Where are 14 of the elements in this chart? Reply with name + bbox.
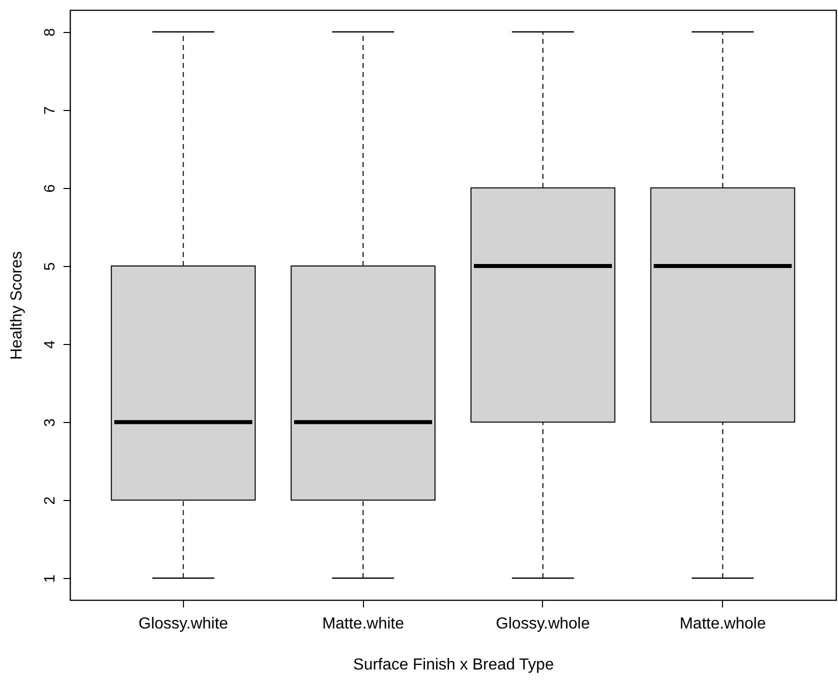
x-tick-label: Glossy.whole (496, 616, 590, 632)
y-tick-label: 5 (42, 262, 58, 271)
x-tick-label: Glossy.white (138, 616, 228, 632)
y-tick-label: 4 (42, 340, 58, 349)
y-tick-label: 2 (42, 496, 58, 505)
y-tick-label: 1 (42, 574, 58, 583)
y-tick-label: 8 (42, 28, 58, 37)
x-tick-label: Matte.white (322, 616, 404, 632)
x-axis-title: Surface Finish x Bread Type (353, 656, 554, 674)
y-tick-label: 6 (42, 184, 58, 193)
y-tick-label: 7 (42, 106, 58, 115)
y-axis-title: Healthy Scores (8, 251, 26, 360)
y-tick-label: 3 (42, 418, 58, 427)
x-tick-label: Matte.whole (680, 616, 766, 632)
